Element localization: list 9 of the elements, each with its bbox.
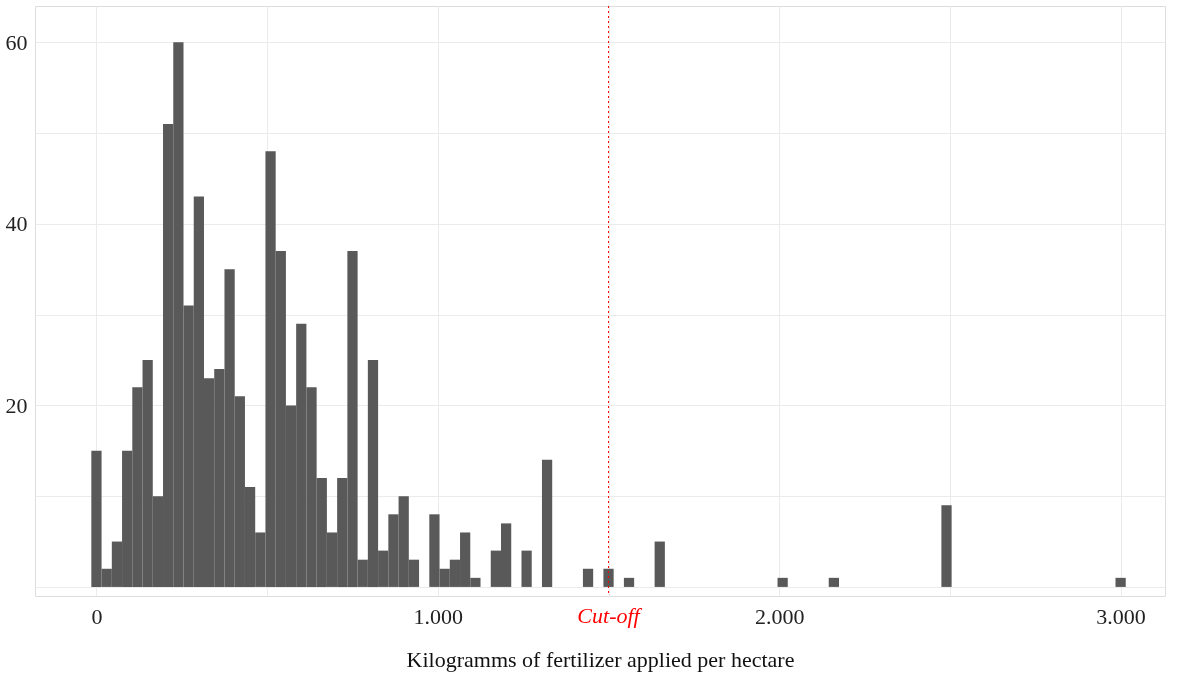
y-tick-label: 20 — [5, 392, 28, 418]
ref-line-label: Cut-off — [577, 603, 643, 628]
x-tick-label: 3.000 — [1096, 603, 1146, 629]
x-tick-label: 1.000 — [413, 603, 464, 629]
y-tick-label: 40 — [5, 211, 28, 237]
x-tick-label: 2.000 — [754, 603, 805, 629]
y-tick-label: 60 — [5, 29, 28, 55]
x-axis-title: Kilogramms of fertilizer applied per hectare — [406, 646, 795, 672]
x-tick-label: 0 — [91, 603, 103, 629]
